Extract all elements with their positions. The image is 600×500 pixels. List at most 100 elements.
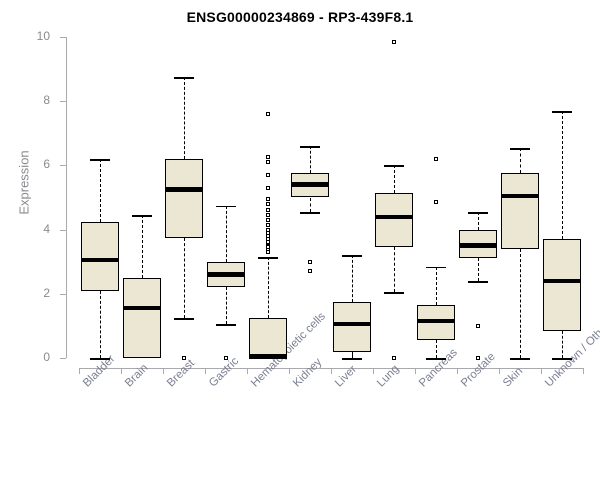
whisker-cap-lower (552, 358, 572, 360)
whisker-cap-upper (216, 205, 236, 208)
whisker-cap-upper (258, 256, 278, 259)
median-line (123, 306, 161, 311)
x-tick-mark (541, 368, 542, 374)
median-line (375, 214, 413, 219)
whisker-cap-upper (552, 110, 572, 113)
whisker-lower (562, 330, 563, 358)
whisker-cap-lower (510, 358, 530, 360)
whisker-upper (520, 147, 521, 174)
y-tick-mark (60, 293, 66, 295)
outlier-point (266, 197, 270, 202)
x-tick-mark (79, 368, 80, 374)
outlier-point (266, 213, 270, 218)
whisker-lower (436, 340, 437, 358)
x-tick-mark (163, 368, 164, 374)
y-tick-label: 8 (43, 93, 50, 108)
page-title: ENSG00000234869 - RP3-439F8.1 (186, 9, 414, 25)
y-tick-label: 0 (43, 350, 50, 364)
x-tick-label-gastric: Gastric (207, 355, 242, 390)
median-line (165, 187, 203, 192)
whisker-lower (352, 351, 353, 358)
x-tick-mark (289, 368, 290, 374)
box-rect (333, 301, 371, 352)
median-line (291, 182, 329, 187)
y-tick-label: 4 (43, 221, 50, 236)
whisker-lower (520, 248, 521, 358)
box-rect (501, 173, 539, 249)
whisker-cap-lower (426, 358, 446, 360)
whisker-cap-lower (90, 358, 110, 360)
whisker-cap-upper (510, 147, 530, 150)
outlier-point (266, 173, 270, 178)
whisker-cap-lower (300, 211, 320, 214)
outlier-point (266, 185, 270, 190)
y-tick-label: 10 (36, 29, 50, 43)
whisker-cap-upper (90, 158, 110, 161)
y-tick-mark (60, 358, 66, 359)
y-axis-line (66, 37, 67, 358)
box-rect (123, 277, 161, 358)
x-tick-mark (247, 368, 248, 374)
outlier-point (308, 269, 312, 274)
whisker-cap-upper (300, 146, 320, 148)
outlier-point (266, 217, 270, 222)
whisker-lower (184, 237, 185, 318)
outlier-point (266, 201, 270, 206)
outlier-point (266, 222, 270, 227)
x-tick-mark (121, 368, 122, 374)
outlier-point (392, 356, 396, 360)
median-line (417, 318, 455, 324)
outlier-point (182, 356, 186, 360)
whisker-lower (394, 247, 395, 293)
x-tick-label-kidney: Kidney (291, 356, 325, 390)
whisker-upper (562, 110, 563, 240)
outlier-point (392, 39, 396, 44)
outlier-point (308, 259, 312, 264)
whisker-cap-upper (468, 211, 488, 214)
x-tick-label-brain: Brain (123, 362, 151, 390)
whisker-cap-lower (216, 324, 236, 327)
outlier-point (266, 155, 270, 160)
box-rect (249, 317, 287, 358)
whisker-upper (436, 266, 437, 306)
whisker-lower (310, 197, 311, 212)
box-rect (81, 221, 119, 291)
x-tick-label-lung: Lung (375, 362, 402, 390)
outlier-point (476, 323, 480, 328)
median-line (81, 257, 119, 263)
x-tick-mark (331, 368, 332, 374)
box-rect (543, 239, 581, 331)
whisker-cap-lower (468, 280, 488, 283)
whisker-upper (394, 165, 395, 193)
whisker-cap-upper (132, 215, 152, 217)
y-tick-mark (60, 37, 66, 38)
outlier-point (434, 200, 438, 205)
x-tick-mark (205, 368, 206, 374)
whisker-upper (142, 215, 143, 278)
outlier-point (476, 356, 480, 360)
whisker-upper (268, 256, 269, 318)
whisker-lower (100, 290, 101, 358)
outlier-point (266, 250, 270, 255)
whisker-cap-upper (426, 266, 446, 269)
y-tick-label: 6 (43, 157, 50, 172)
median-line (249, 354, 287, 359)
whisker-lower (478, 258, 479, 281)
box-rect (165, 158, 203, 238)
whisker-cap-lower (384, 292, 404, 294)
median-line (501, 193, 539, 199)
outlier-point (266, 208, 270, 213)
whisker-upper (100, 158, 101, 222)
x-tick-mark (457, 368, 458, 374)
y-tick-label: 2 (43, 285, 50, 300)
outlier-point (266, 160, 270, 165)
outlier-point (266, 112, 270, 117)
y-tick-mark (60, 165, 66, 167)
whisker-upper (310, 146, 311, 174)
x-tick-mark (499, 368, 500, 374)
whisker-cap-lower (342, 358, 362, 360)
whisker-cap-upper (342, 255, 362, 258)
box-rect (375, 192, 413, 248)
whisker-upper (478, 211, 479, 230)
